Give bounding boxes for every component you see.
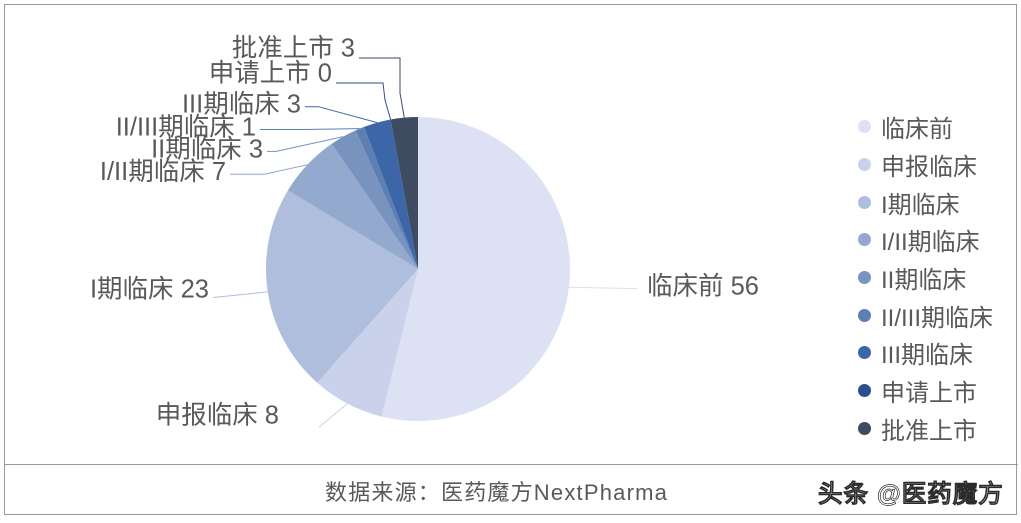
svg-text:申报临床 8: 申报临床 8 (156, 402, 279, 430)
svg-text:临床前 56: 临床前 56 (647, 273, 759, 301)
svg-text:申请上市 0: 申请上市 0 (209, 60, 332, 88)
svg-text:I/II期临床 7: I/II期临床 7 (100, 158, 226, 186)
svg-text:批准上市 3: 批准上市 3 (232, 34, 355, 62)
svg-text:I期临床 23: I期临床 23 (90, 276, 209, 304)
